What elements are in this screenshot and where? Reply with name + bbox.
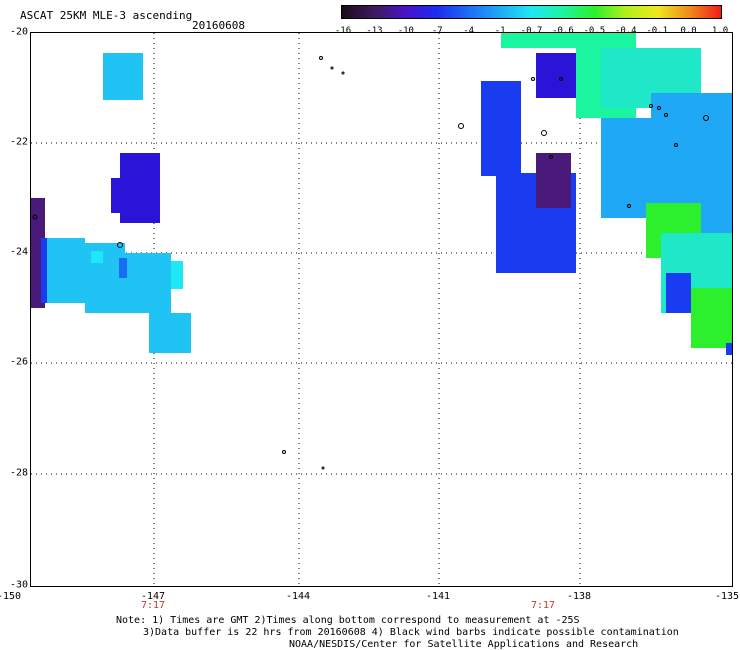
islands [32,56,709,470]
lon-label-144: -144 [285,591,311,602]
colorbar-tick-label: -0.7 [520,26,543,36]
colorbar-tick-label: -1 [494,26,506,36]
colorbar-gradient [342,6,721,18]
colorbar-tick-label: -7 [431,26,443,36]
colorbar-tick-label: -16 [334,26,352,36]
colorbar-tick-label: -0.1 [646,26,668,36]
footer-note-2: 3)Data buffer is 22 hrs from 20160608 4)… [143,627,679,638]
swath-time-right: 7:17 [530,600,556,611]
lat-label-24: -24 [9,246,28,258]
wind-map [31,33,732,586]
colorbar-tick-label: -0.4 [614,26,637,36]
lat-label-30: -30 [9,579,28,591]
lon-label-150: -150 [0,591,22,602]
lat-label-20: -20 [9,26,28,38]
colorbar-tick-label: -13 [366,26,383,36]
lat-label-28: -28 [9,467,28,479]
footer-note-1: Note: 1) Times are GMT 2)Times along bot… [116,615,580,626]
lon-label-135: -135 [714,591,740,602]
lat-label-26: -26 [9,356,28,368]
footer-credit: NOAA/NESDIS/Center for Satellite Applica… [289,639,639,650]
lon-label-141: -141 [425,591,451,602]
colorbar-tick-label: 1.0 [711,26,729,36]
wind-map-plot [30,32,733,587]
swath-time-left: 7:17 [140,600,166,611]
colorbar-tick-label: -4 [463,26,475,36]
swath-right [481,33,732,355]
lon-label-138: -138 [566,591,592,602]
colorbar-tick-label: -0.6 [552,26,574,36]
colorbar-tick-label: -10 [397,26,414,36]
colorbar-tick-label: -0.5 [583,26,606,36]
colorbar [341,5,722,19]
colorbar-tick-label: 0.0 [680,26,697,36]
lat-label-22: -22 [9,136,28,148]
colorbar-fill [342,6,721,18]
lon-label-147: -147 [140,591,166,602]
plot-date: 20160608 [192,19,245,32]
swath-left [31,53,191,353]
plot-title: ASCAT 25KM MLE-3 ascending [20,9,193,22]
